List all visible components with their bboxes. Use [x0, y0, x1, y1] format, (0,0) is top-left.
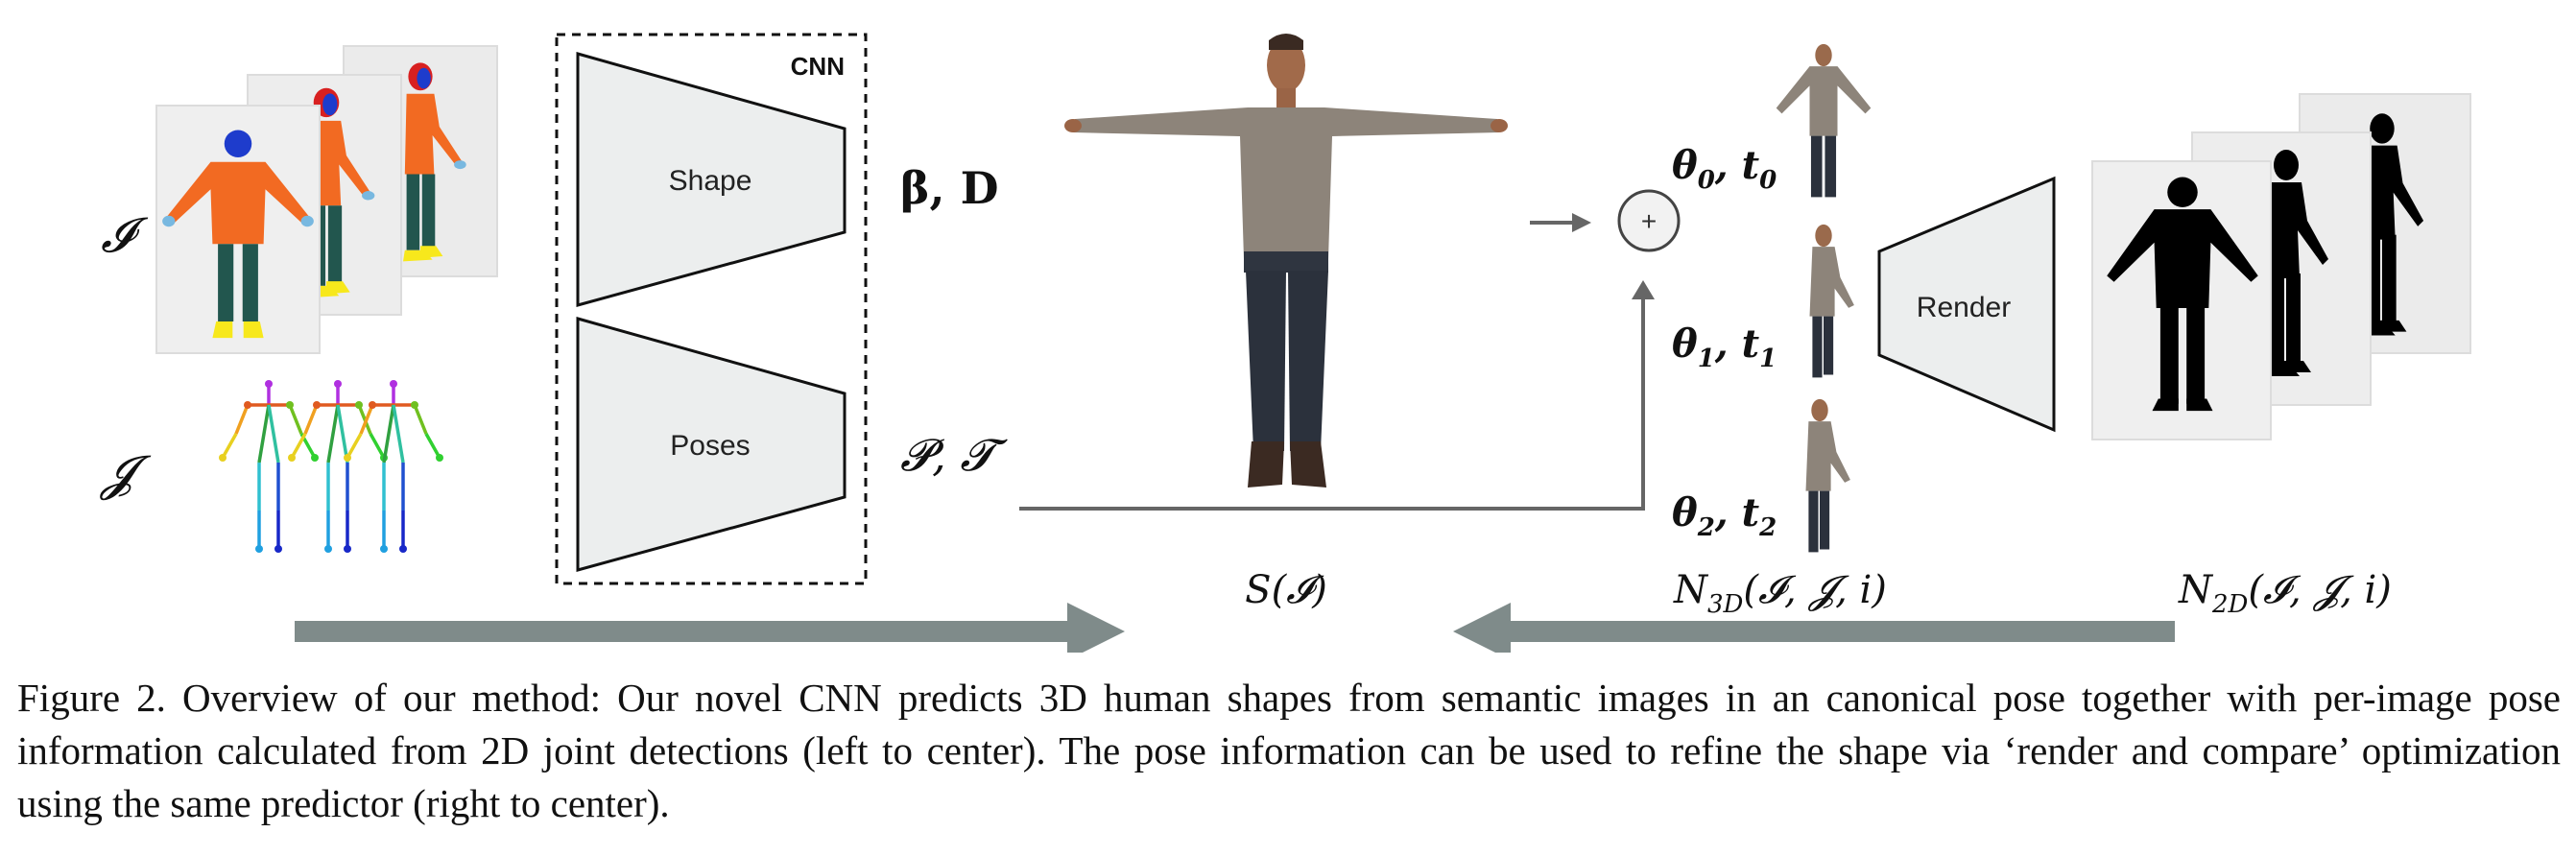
- joints-symbol: 𝓙: [100, 445, 152, 501]
- shape-encoder-label: Shape: [669, 165, 752, 197]
- posed-human-2: [1805, 398, 1850, 553]
- posed-human-1: [1809, 224, 1854, 378]
- n3d-label: N3D(𝓘, 𝓙, i): [1673, 568, 1887, 619]
- renderer-trapezoid: [1877, 176, 2056, 433]
- cnn-box: [555, 33, 868, 585]
- silhouette-stack: [2091, 93, 2471, 440]
- shape-params-label: β, D: [900, 162, 998, 214]
- images-symbol: 𝓘: [101, 207, 149, 263]
- posed-human-0: [1776, 43, 1872, 198]
- n2d-label: N2D(𝓘, 𝓙, i): [2178, 568, 2392, 619]
- figure-caption: Figure 2. Overview of our method: Our no…: [17, 676, 2561, 825]
- method-overview-diagram: 𝓘 𝓙 CNN Shape Poses β, D 𝓟, 𝓣 + θ0, t0: [100, 33, 2471, 653]
- pose-encoder-label: Poses: [670, 430, 750, 462]
- pose-label-0: θ0, t0: [1672, 143, 1777, 195]
- left-to-center-arrow: [295, 603, 1125, 653]
- renderer-label: Render: [1917, 292, 2011, 323]
- pose-connector-arrowhead: [1632, 280, 1655, 299]
- shape-encoder-trapezoid: [576, 52, 847, 307]
- right-to-center-arrow: [1453, 603, 2175, 653]
- cnn-title: CNN: [791, 52, 845, 81]
- pose-label-2: θ2, t2: [1672, 490, 1777, 542]
- semantic-image-stack: [155, 45, 498, 354]
- canonical-human-model: [1064, 34, 1508, 487]
- pose-connector-line: [1019, 297, 1645, 511]
- joint-skeletons: [217, 378, 445, 555]
- plus-symbol: +: [1641, 206, 1657, 236]
- shape-to-plus-arrowhead: [1572, 213, 1591, 232]
- shape-function-label: S(𝓘): [1245, 568, 1327, 612]
- pose-params-label: 𝓟, 𝓣: [900, 429, 1008, 481]
- plus-node: [1617, 189, 1681, 252]
- pose-label-1: θ1, t1: [1672, 321, 1777, 373]
- pose-encoder-trapezoid: [576, 317, 847, 572]
